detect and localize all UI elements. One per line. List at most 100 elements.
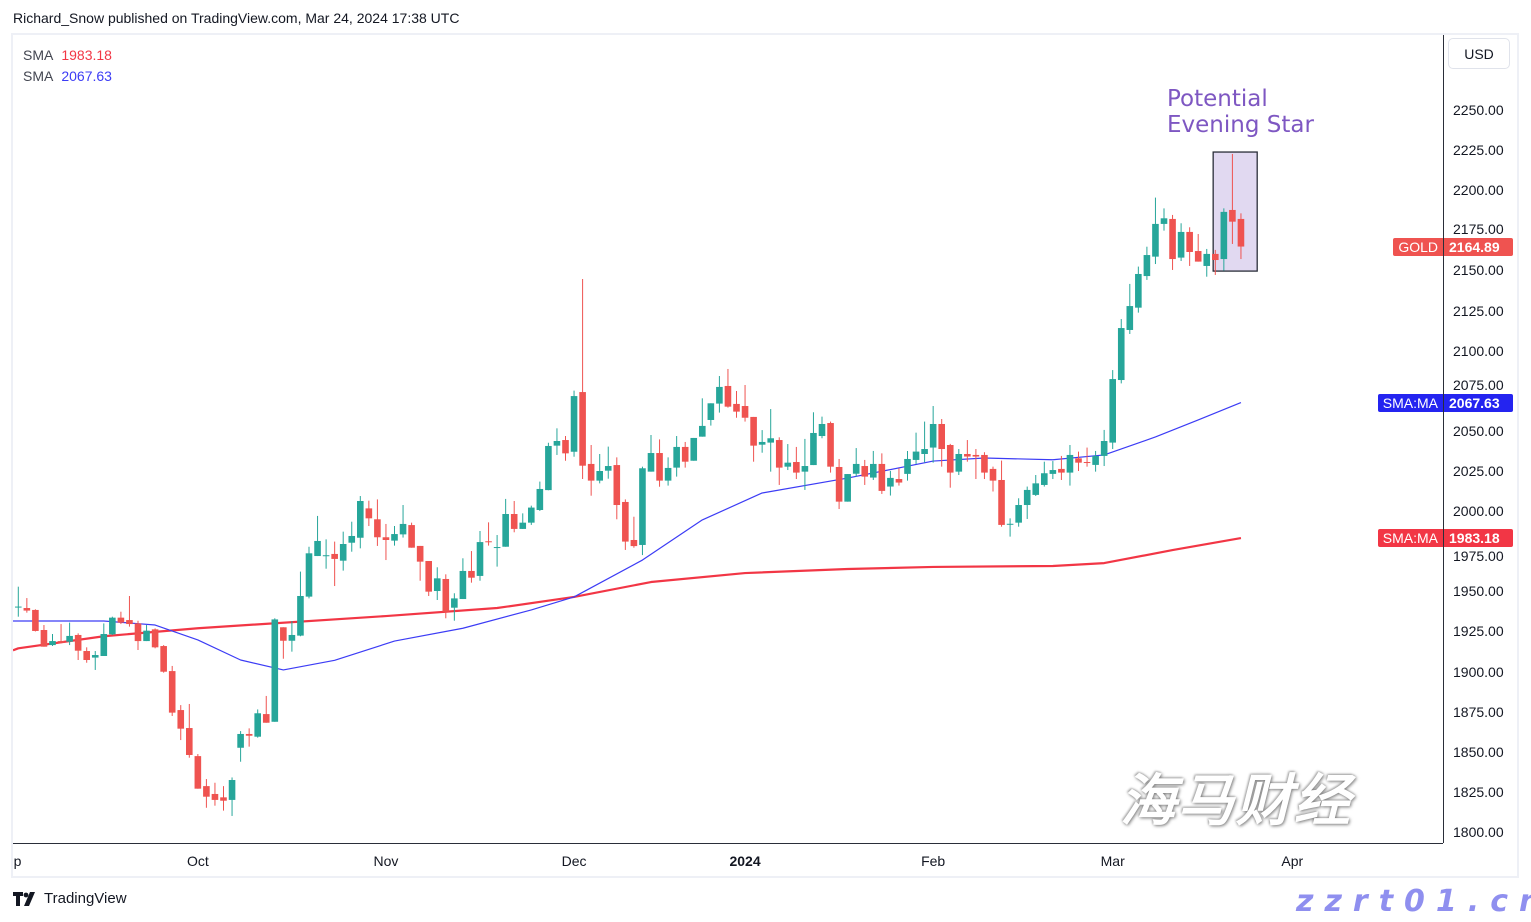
candle[interactable]	[887, 471, 894, 496]
candle[interactable]	[228, 777, 236, 816]
candle[interactable]	[408, 522, 415, 548]
candle[interactable]	[1015, 498, 1022, 527]
candle[interactable]	[904, 450, 911, 481]
candle[interactable]	[921, 421, 928, 463]
candle[interactable]	[74, 633, 82, 661]
tradingview-logo[interactable]: TradingView	[13, 890, 127, 907]
candle[interactable]	[66, 622, 73, 646]
candle[interactable]	[1066, 445, 1074, 486]
candle[interactable]	[681, 441, 689, 468]
candle[interactable]	[297, 571, 304, 637]
candle[interactable]	[459, 558, 467, 600]
candle[interactable]	[314, 515, 321, 557]
candle[interactable]	[91, 651, 99, 670]
candle[interactable]	[844, 474, 851, 502]
candle[interactable]	[1143, 246, 1151, 280]
candle[interactable]	[143, 625, 150, 642]
candle[interactable]	[716, 376, 723, 413]
candle[interactable]	[989, 466, 997, 492]
candle[interactable]	[126, 595, 133, 627]
candle[interactable]	[100, 623, 108, 656]
candle[interactable]	[929, 406, 937, 463]
candle[interactable]	[570, 390, 578, 457]
candle[interactable]	[1041, 461, 1048, 487]
candle[interactable]	[758, 430, 766, 453]
candle[interactable]	[203, 779, 210, 808]
candle[interactable]	[964, 440, 971, 462]
candle[interactable]	[399, 505, 407, 538]
candle[interactable]	[134, 620, 142, 651]
candle[interactable]	[485, 522, 492, 546]
candle[interactable]	[664, 457, 672, 486]
candle[interactable]	[793, 446, 800, 480]
candle[interactable]	[433, 567, 441, 600]
legend-sma-200[interactable]: SMA 1983.18	[23, 45, 112, 66]
candle[interactable]	[946, 443, 954, 488]
candle[interactable]	[49, 634, 56, 647]
candle[interactable]	[1109, 370, 1116, 450]
candle[interactable]	[510, 501, 518, 533]
candle[interactable]	[280, 627, 287, 659]
candle[interactable]	[1075, 451, 1082, 471]
candle[interactable]	[322, 539, 330, 569]
candle[interactable]	[596, 453, 603, 484]
candle[interactable]	[502, 498, 509, 547]
candle[interactable]	[622, 499, 629, 550]
candle[interactable]	[1237, 213, 1245, 260]
candle[interactable]	[1023, 486, 1031, 519]
candle[interactable]	[357, 496, 364, 549]
candle[interactable]	[852, 448, 860, 477]
candle[interactable]	[1177, 223, 1185, 261]
candle[interactable]	[151, 628, 159, 649]
candle[interactable]	[40, 625, 48, 647]
candle[interactable]	[348, 521, 356, 552]
price-axis[interactable]	[1443, 35, 1518, 843]
candle[interactable]	[895, 468, 903, 486]
candle[interactable]	[870, 450, 877, 480]
candle[interactable]	[331, 541, 338, 587]
candle[interactable]	[476, 531, 484, 581]
currency-button[interactable]: USD	[1448, 38, 1510, 69]
candle[interactable]	[810, 412, 817, 466]
candle[interactable]	[724, 368, 732, 408]
candle[interactable]	[109, 616, 116, 635]
candle[interactable]	[1083, 447, 1091, 467]
candle[interactable]	[1203, 248, 1211, 277]
candle[interactable]	[647, 435, 655, 472]
candle[interactable]	[1212, 249, 1219, 275]
candle[interactable]	[262, 695, 270, 723]
candle[interactable]	[245, 728, 253, 747]
candle[interactable]	[177, 705, 185, 741]
candle[interactable]	[1058, 455, 1065, 480]
candle[interactable]	[1186, 227, 1193, 266]
candle[interactable]	[168, 665, 176, 716]
candle[interactable]	[861, 459, 869, 485]
candle[interactable]	[912, 432, 920, 464]
candle[interactable]	[186, 703, 193, 758]
candle[interactable]	[587, 445, 595, 496]
candle[interactable]	[750, 416, 757, 462]
time-axis[interactable]: Sep Oct Nov Dec 2024 Feb Mar Apr	[13, 843, 1443, 878]
candle[interactable]	[656, 439, 663, 487]
candle[interactable]	[1160, 208, 1168, 231]
candle[interactable]	[305, 546, 313, 599]
candle[interactable]	[374, 499, 381, 546]
candle[interactable]	[801, 438, 809, 490]
candle[interactable]	[690, 437, 698, 461]
candle[interactable]	[604, 446, 612, 479]
candle[interactable]	[519, 513, 527, 529]
candle[interactable]	[827, 421, 834, 473]
candle[interactable]	[382, 523, 390, 561]
candle[interactable]	[339, 531, 347, 571]
candle[interactable]	[1229, 153, 1236, 244]
candle[interactable]	[998, 460, 1005, 527]
candlestick-chart[interactable]	[13, 35, 1443, 843]
candle[interactable]	[237, 731, 244, 762]
candle[interactable]	[699, 398, 706, 437]
legend-sma-50[interactable]: SMA 2067.63	[23, 66, 112, 87]
candle[interactable]	[160, 645, 167, 673]
candle[interactable]	[425, 561, 432, 596]
candle[interactable]	[528, 505, 535, 525]
evening-star-box[interactable]	[1212, 151, 1258, 272]
candle[interactable]	[1100, 429, 1108, 467]
